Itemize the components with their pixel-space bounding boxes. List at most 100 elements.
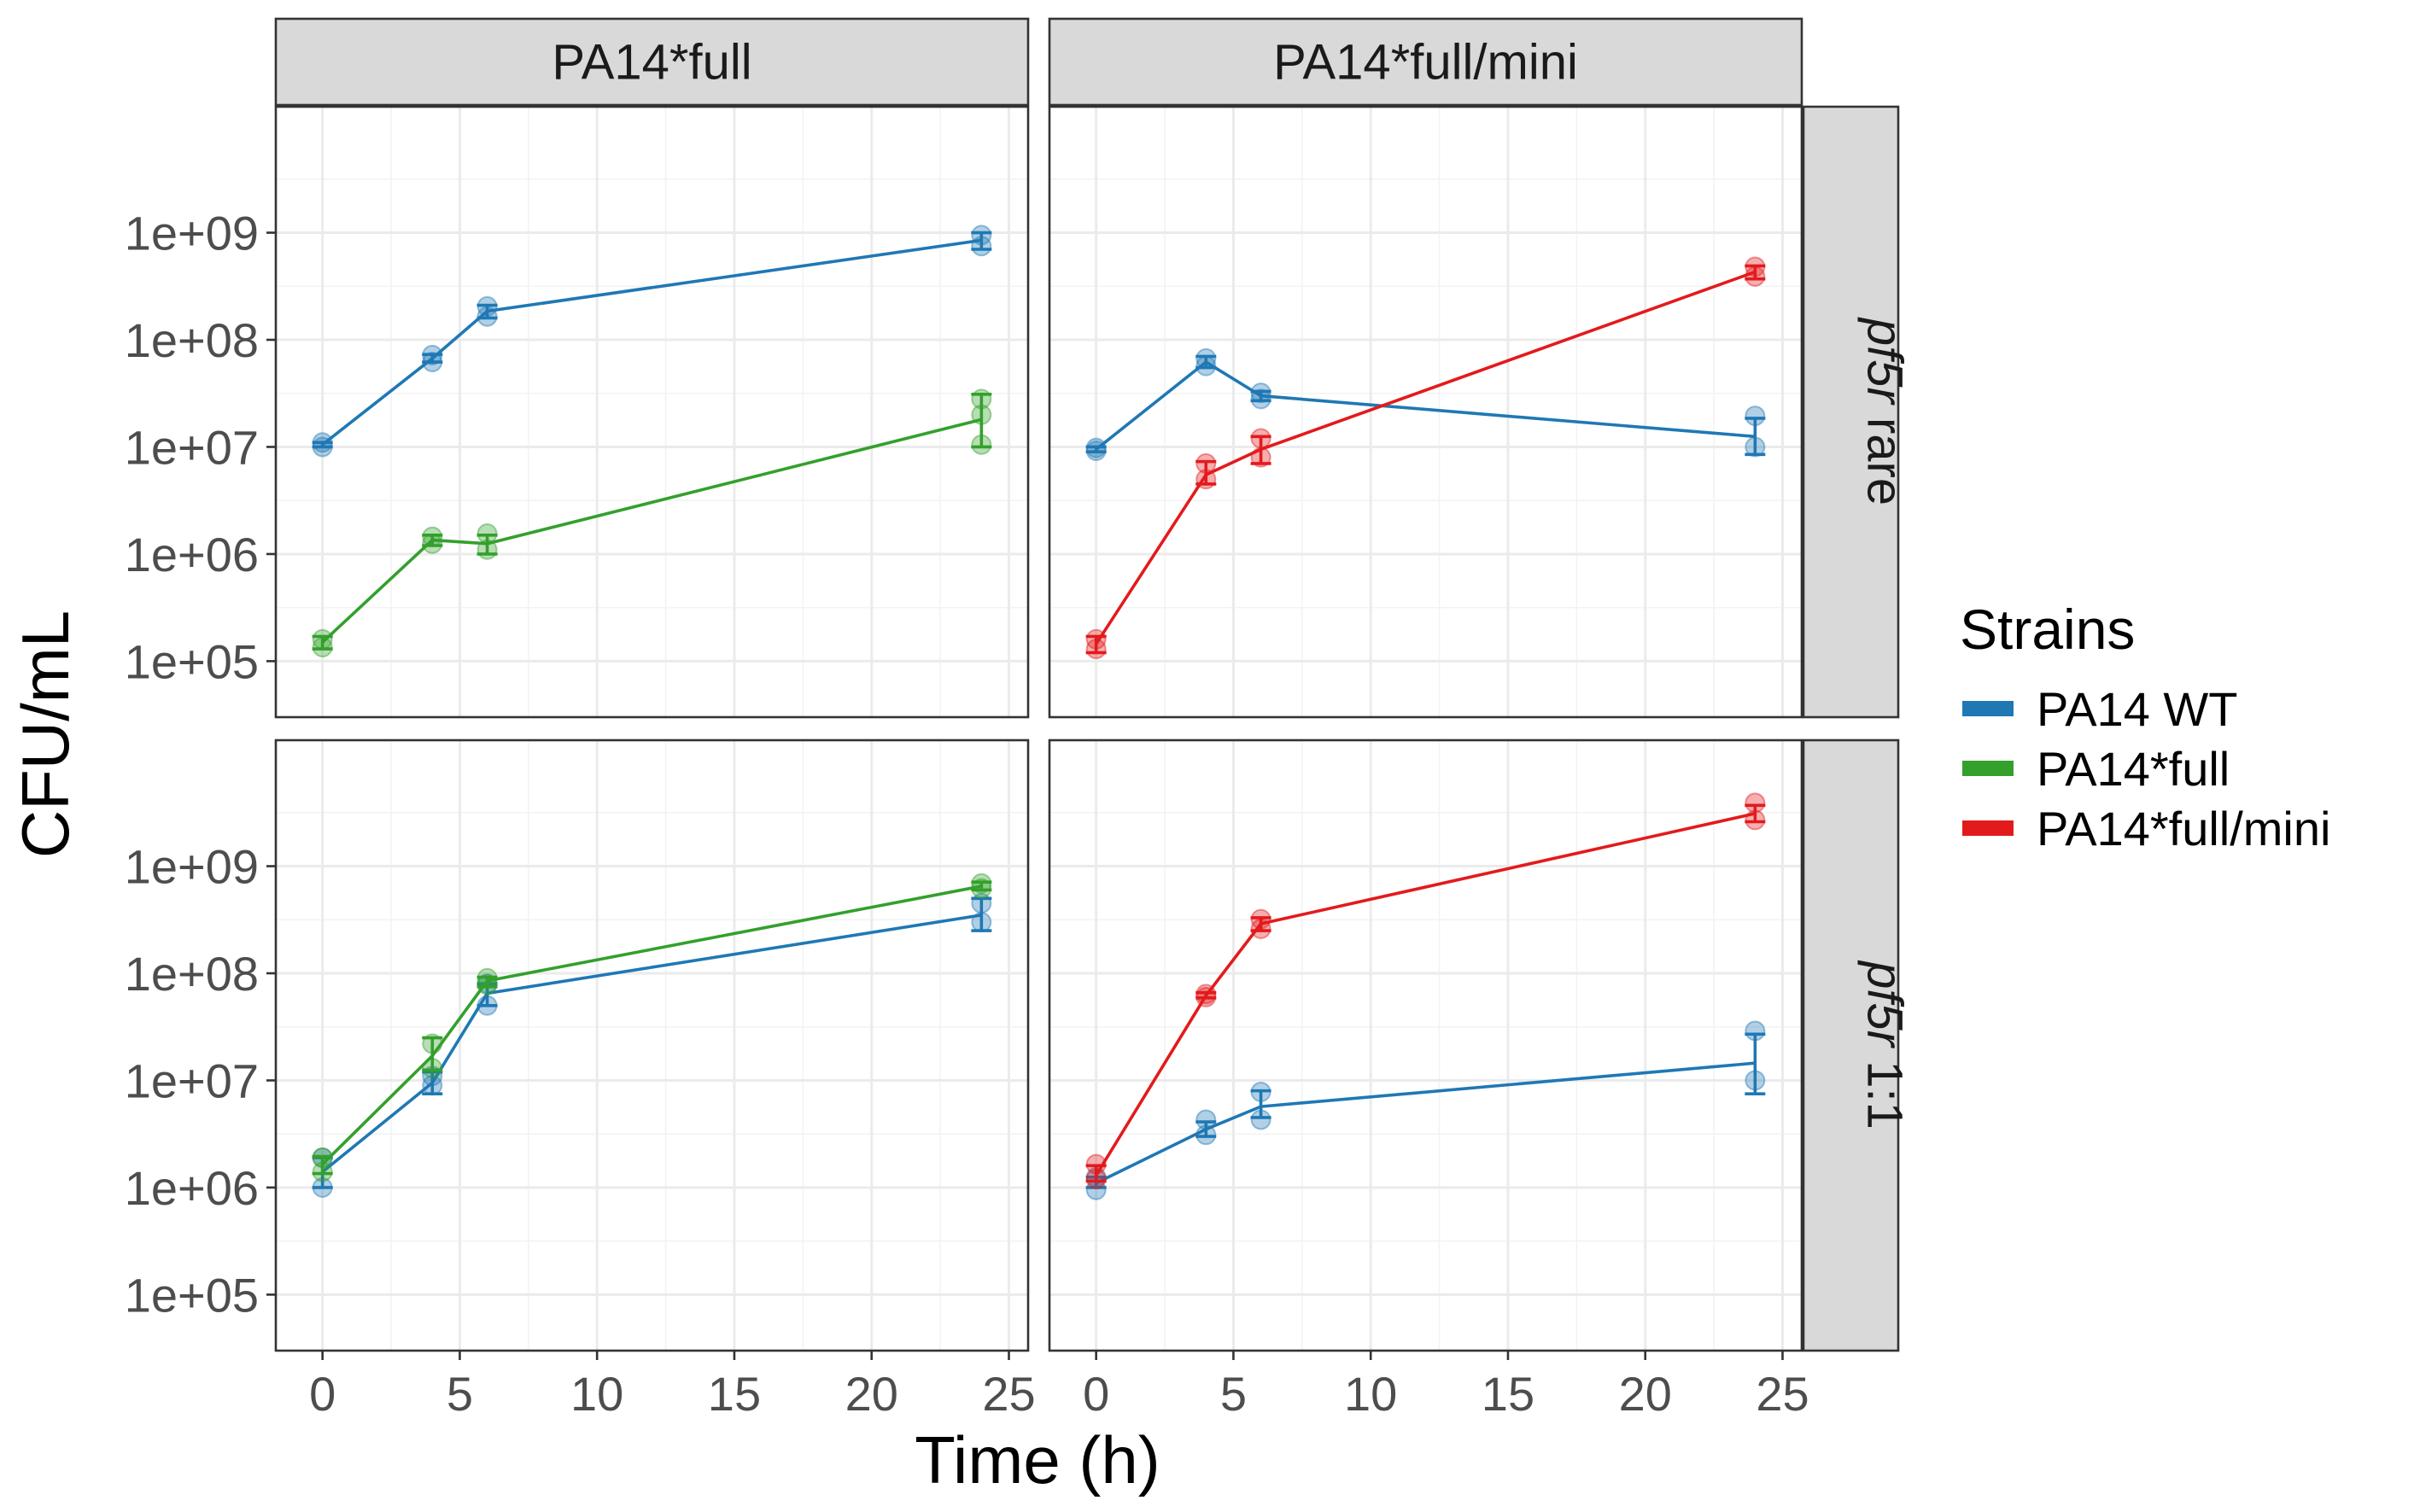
error-bar bbox=[422, 1036, 443, 1072]
strip-right-label-italic: pf5r bbox=[1857, 317, 1913, 406]
error-bar bbox=[312, 441, 333, 449]
error-bar bbox=[1250, 389, 1271, 403]
error-bar bbox=[422, 534, 443, 547]
error-bar bbox=[1250, 435, 1271, 465]
legend-key bbox=[1962, 820, 2014, 836]
series-line bbox=[321, 238, 982, 447]
panel-background bbox=[1049, 740, 1802, 1351]
y-tick-label: 1e+09 bbox=[125, 840, 259, 894]
panel-data bbox=[312, 225, 992, 658]
panel-border bbox=[274, 738, 1030, 1352]
panel-data bbox=[312, 873, 992, 1198]
legend-key bbox=[1962, 701, 2014, 716]
error-bar bbox=[1195, 1120, 1217, 1138]
error-bar bbox=[971, 896, 992, 932]
panel-data bbox=[1085, 256, 1766, 660]
series-pa14-wt bbox=[1085, 1020, 1766, 1200]
error-bar bbox=[1745, 417, 1766, 457]
legend-label: PA14 WT bbox=[2037, 682, 2237, 736]
legend-key bbox=[1962, 761, 2014, 776]
legend-label: PA14*full/mini bbox=[2037, 802, 2330, 855]
series-line bbox=[321, 884, 982, 1165]
strip-top-background bbox=[274, 17, 1030, 107]
series-pa14-full bbox=[312, 388, 992, 658]
series-pa14-wt bbox=[312, 893, 992, 1198]
x-tick-label: 20 bbox=[1619, 1367, 1672, 1421]
strip-right-label: pf5r rare bbox=[1857, 317, 1913, 505]
x-tick-label: 5 bbox=[1220, 1367, 1247, 1421]
panel-grid bbox=[276, 740, 1028, 1351]
panel-1-2 bbox=[1048, 105, 1803, 719]
error-bar bbox=[476, 975, 498, 989]
error-bar bbox=[971, 393, 992, 449]
axes-layer: 1e+05 1e+06 1e+07 1e+08 1e+09 1e+05 1e+06 1e+07… bbox=[125, 207, 1809, 1421]
y-tick-label: 1e+08 bbox=[125, 947, 259, 1001]
legend: Strains PA14 WT PA14*full PA14*full/mini bbox=[1960, 598, 2330, 855]
strip-right-background bbox=[1802, 738, 1900, 1352]
x-tick-label: 15 bbox=[1482, 1367, 1534, 1421]
error-bar bbox=[312, 634, 333, 651]
strip-right-background bbox=[1802, 105, 1900, 719]
panel-background bbox=[1049, 107, 1802, 717]
panel-2-1 bbox=[274, 738, 1030, 1352]
panel-background bbox=[276, 107, 1028, 717]
series-pa14-wt bbox=[312, 225, 992, 458]
panel-border bbox=[274, 105, 1030, 719]
error-bar bbox=[1195, 990, 1217, 1000]
error-bar bbox=[422, 353, 443, 364]
strip-top-label: PA14*full bbox=[552, 35, 751, 90]
panel-border bbox=[1048, 105, 1803, 719]
strip-top-label: PA14*full/mini bbox=[1273, 35, 1578, 90]
x-tick-label: 0 bbox=[1083, 1367, 1109, 1421]
series-pa14-wt bbox=[1085, 347, 1766, 462]
x-tick-label: 10 bbox=[1344, 1367, 1397, 1421]
error-bar bbox=[1745, 803, 1766, 824]
panel-data bbox=[1085, 792, 1766, 1200]
panel-background bbox=[276, 740, 1028, 1351]
error-bar bbox=[1085, 445, 1107, 454]
x-tick-label: 25 bbox=[982, 1367, 1035, 1421]
error-bar bbox=[1195, 459, 1217, 486]
panel-border bbox=[1048, 738, 1803, 1352]
legend-title: Strains bbox=[1960, 598, 2135, 661]
panel-2-2 bbox=[1048, 738, 1803, 1352]
strip-right-label-rest: rare bbox=[1857, 404, 1913, 505]
strip-right-label-italic: pf5r bbox=[1857, 960, 1913, 1049]
series-pa14-full-mini bbox=[1085, 256, 1766, 660]
error-bar bbox=[1085, 634, 1107, 655]
panel-grid bbox=[1049, 740, 1802, 1351]
panel-1-1 bbox=[274, 105, 1030, 719]
series-line bbox=[1095, 1061, 1756, 1185]
error-bar bbox=[1745, 264, 1766, 281]
x-tick-label: 0 bbox=[309, 1367, 336, 1421]
error-bar bbox=[1745, 1032, 1766, 1095]
series-line bbox=[1095, 812, 1756, 1176]
strip-right-label-rest: 1:1 bbox=[1857, 1047, 1913, 1130]
error-bar bbox=[1195, 354, 1217, 370]
error-bar bbox=[312, 1154, 333, 1176]
panel-grid bbox=[1049, 107, 1802, 717]
y-tick-label: 1e+05 bbox=[125, 634, 259, 688]
series-line bbox=[1095, 359, 1756, 451]
series-pa14-full bbox=[312, 873, 992, 1182]
series-line bbox=[321, 914, 982, 1173]
error-bar bbox=[1250, 1089, 1271, 1119]
error-bar bbox=[422, 1070, 443, 1095]
y-tick-label: 1e+07 bbox=[125, 1054, 259, 1107]
y-tick-label: 1e+08 bbox=[125, 313, 259, 367]
y-tick-label: 1e+06 bbox=[125, 1161, 259, 1215]
error-bar bbox=[971, 880, 992, 892]
y-tick-label: 1e+09 bbox=[125, 207, 259, 260]
legend-label: PA14*full bbox=[2037, 742, 2230, 796]
y-tick-label: 1e+07 bbox=[125, 420, 259, 474]
legend-entries: PA14 WT PA14*full PA14*full/mini bbox=[1962, 682, 2330, 855]
y-tick-label: 1e+05 bbox=[125, 1268, 259, 1322]
x-axis-title: Time (h) bbox=[915, 1422, 1160, 1497]
error-bar bbox=[476, 534, 498, 556]
error-bar bbox=[476, 303, 498, 320]
series-line bbox=[1095, 270, 1756, 645]
series-line bbox=[321, 417, 982, 644]
strip-top-background bbox=[1048, 17, 1803, 107]
